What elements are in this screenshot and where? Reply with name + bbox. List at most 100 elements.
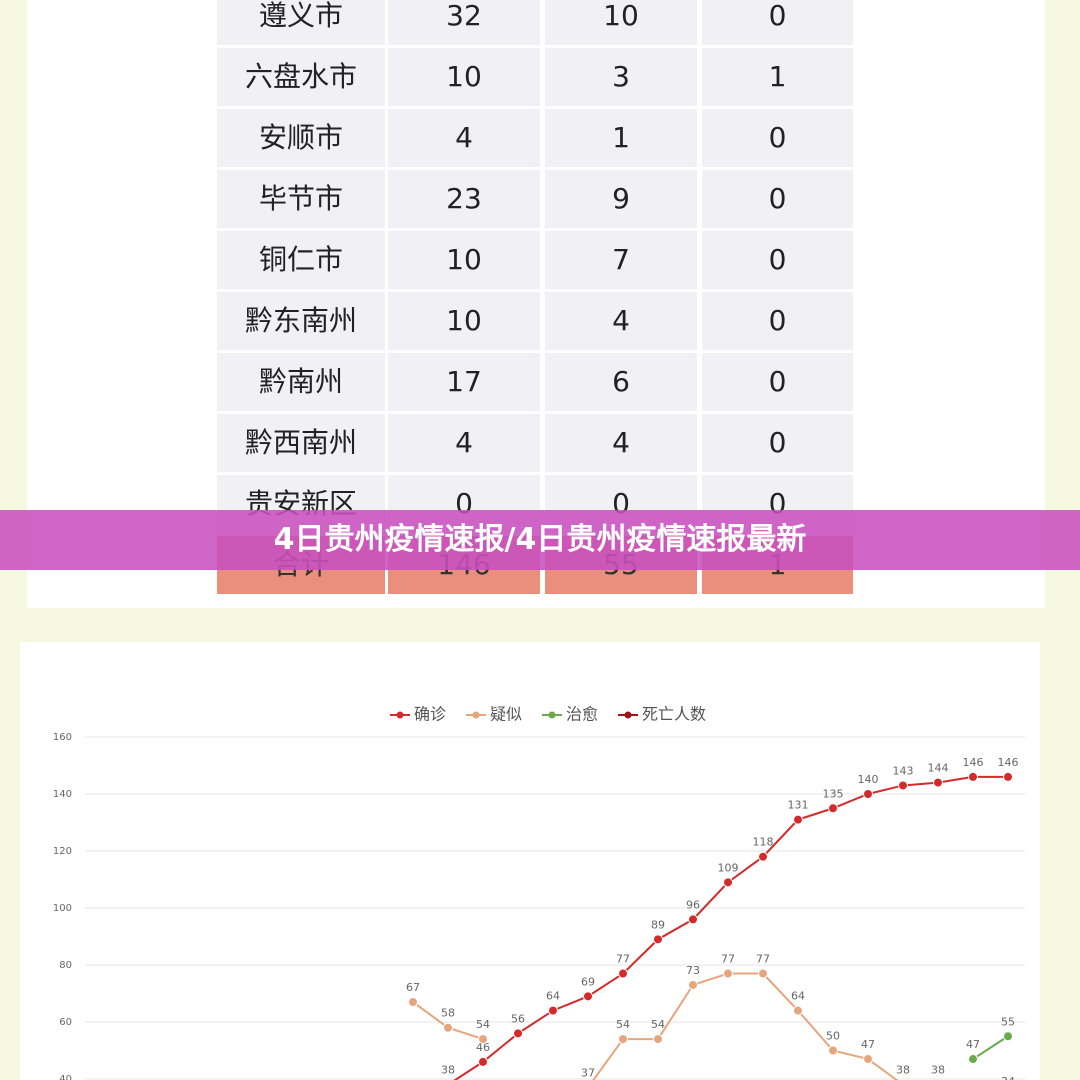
table-cell: 0 [702, 231, 853, 289]
table-cell: 23 [388, 170, 540, 228]
table-cell: 0 [702, 0, 853, 45]
table-cell: 黔西南州 [217, 414, 385, 472]
legend-marker [624, 711, 632, 719]
point [688, 914, 698, 925]
value-label: 54 [616, 1018, 630, 1031]
table-cell: 安顺市 [217, 109, 385, 167]
value-label: 146 [998, 756, 1019, 769]
y-tick-label: 80 [59, 960, 72, 971]
point [513, 1028, 523, 1039]
value-label: 89 [651, 918, 665, 931]
point [723, 968, 733, 979]
table-cell: 10 [388, 231, 540, 289]
value-label: 37 [581, 1067, 595, 1080]
value-label: 58 [441, 1007, 455, 1020]
point [828, 1045, 838, 1056]
table-cell: 9 [545, 170, 697, 228]
banner-title: 4日贵州疫情速报/4日贵州疫情速报最新 [0, 510, 1080, 570]
series-line [453, 775, 1008, 1080]
table-cell: 六盘水市 [217, 48, 385, 106]
value-label: 50 [826, 1030, 840, 1043]
table-cell: 3 [545, 48, 697, 106]
point [618, 968, 628, 979]
value-label: 38 [896, 1064, 910, 1077]
y-tick-label: 100 [53, 903, 72, 914]
point [968, 1054, 978, 1065]
point [478, 1056, 488, 1067]
value-label: 46 [476, 1041, 490, 1054]
point [1003, 1031, 1013, 1042]
value-label: 144 [928, 762, 949, 775]
point [793, 814, 803, 825]
value-label: 77 [721, 953, 735, 966]
table-cell: 10 [545, 0, 697, 45]
legend-label: 死亡人数 [642, 705, 706, 724]
table-cell: 10 [388, 48, 540, 106]
point [723, 877, 733, 888]
table-cell: 0 [702, 170, 853, 228]
table-cell: 7 [545, 231, 697, 289]
legend-marker [548, 711, 556, 719]
table-cell: 0 [702, 109, 853, 167]
table-cell: 0 [702, 353, 853, 411]
value-label: 118 [753, 836, 774, 849]
table-cell: 17 [388, 353, 540, 411]
table-cell: 32 [388, 0, 540, 45]
value-label: 47 [966, 1038, 980, 1051]
value-label: 69 [581, 975, 595, 988]
series-line [592, 972, 899, 1080]
point [758, 851, 768, 862]
value-label: 55 [1001, 1015, 1015, 1028]
value-label: 34 [1001, 1075, 1015, 1080]
table-cell: 0 [702, 414, 853, 472]
table-cell: 1 [702, 48, 853, 106]
point [863, 1054, 873, 1065]
legend-marker [472, 711, 480, 719]
point [898, 780, 908, 791]
point [828, 803, 838, 814]
table-cell: 6 [545, 353, 697, 411]
legend-label: 疑似 [490, 705, 522, 724]
y-tick-label: 160 [53, 732, 72, 743]
value-label: 77 [756, 953, 770, 966]
value-label: 38 [931, 1064, 945, 1077]
point [1003, 771, 1013, 782]
value-label: 131 [788, 799, 809, 812]
point [618, 1034, 628, 1045]
value-label: 38 [441, 1064, 455, 1077]
legend-label: 治愈 [566, 705, 598, 724]
table-cell: 4 [388, 109, 540, 167]
point [548, 1005, 558, 1016]
point [793, 1005, 803, 1016]
value-label: 64 [546, 990, 560, 1003]
table-cell: 10 [388, 292, 540, 350]
table-cell: 黔南州 [217, 353, 385, 411]
value-label: 109 [718, 861, 739, 874]
legend-marker [396, 711, 404, 719]
table-cell: 0 [702, 292, 853, 350]
y-tick-label: 140 [53, 789, 72, 800]
table-cell: 1 [545, 109, 697, 167]
legend-label: 确诊 [414, 705, 446, 724]
value-label: 135 [823, 787, 844, 800]
value-label: 54 [476, 1018, 490, 1031]
y-tick-label: 120 [53, 846, 72, 857]
value-label: 33 [546, 1078, 560, 1080]
table-cell: 黔东南州 [217, 292, 385, 350]
table-cell: 4 [545, 414, 697, 472]
table-cell: 铜仁市 [217, 231, 385, 289]
point [408, 997, 418, 1008]
y-tick-label: 40 [59, 1074, 72, 1080]
value-label: 56 [511, 1012, 525, 1025]
value-label: 47 [861, 1038, 875, 1051]
point [478, 1034, 488, 1045]
point [863, 789, 873, 799]
series-line [972, 1035, 1009, 1060]
y-tick-label: 60 [59, 1017, 72, 1028]
point [933, 777, 943, 788]
point [758, 968, 768, 979]
point [968, 771, 978, 782]
point [653, 934, 663, 945]
